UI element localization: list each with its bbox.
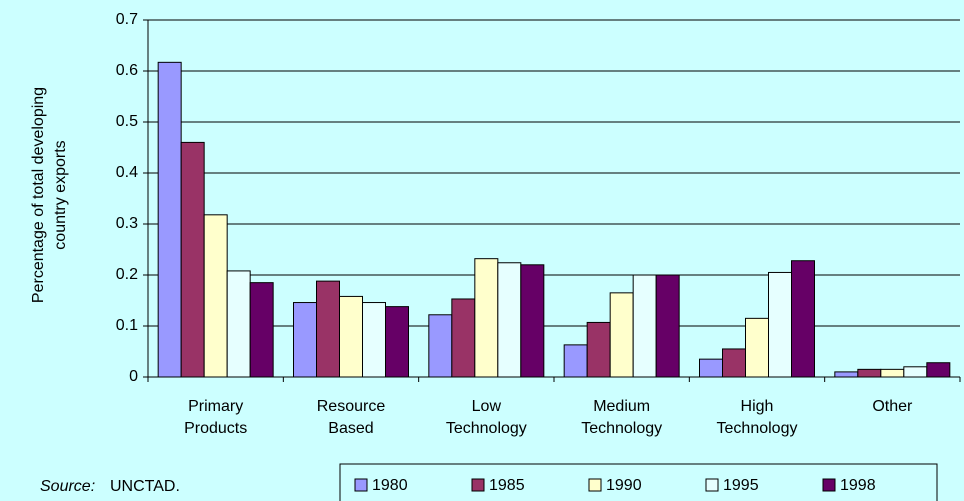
bar (699, 358, 723, 378)
bar (474, 258, 499, 378)
legend-label: 1990 (606, 477, 642, 494)
x-tick-label: Other (872, 398, 913, 415)
bar (451, 298, 476, 378)
legend-label: 1985 (489, 477, 525, 494)
legend-label: 1998 (840, 477, 876, 494)
bar (497, 262, 522, 378)
bar (655, 274, 680, 378)
bar (903, 366, 928, 378)
bar (520, 264, 545, 378)
legend-swatch (822, 478, 836, 492)
y-tick-label: 0.3 (116, 215, 138, 232)
y-tick-label: 0.2 (116, 266, 138, 283)
bar (157, 61, 182, 378)
bar (834, 371, 859, 378)
bar (362, 302, 386, 378)
x-tick-label: Resource Based (316, 398, 386, 437)
x-tick-label: Low Technology (445, 398, 527, 437)
legend-swatch (354, 478, 368, 492)
bar (722, 348, 746, 378)
bar (339, 295, 363, 378)
bar (428, 314, 453, 378)
x-tick-label: Medium Technology (581, 398, 663, 437)
bar (745, 317, 769, 378)
bar (791, 260, 815, 378)
bar (293, 302, 317, 378)
bar (768, 271, 792, 378)
source: UNCTAD. (110, 478, 180, 495)
y-tick-label: 0.6 (116, 62, 138, 79)
legend-swatch (705, 478, 719, 492)
bar (632, 274, 657, 378)
source-label: Source: (40, 478, 96, 495)
bar (385, 306, 409, 378)
bar (857, 368, 882, 378)
legend-label: 1980 (372, 477, 408, 494)
x-tick-label: High Technology (716, 398, 798, 437)
y-tick-label: 0.1 (116, 317, 138, 334)
y-tick-label: 0.7 (116, 11, 138, 28)
y-tick-label: 0.4 (116, 164, 138, 181)
bar (563, 344, 588, 378)
bar (180, 141, 205, 378)
bar (609, 292, 634, 378)
y-tick-label: 0.5 (116, 113, 138, 130)
bar (316, 280, 340, 378)
legend-swatch (588, 478, 602, 492)
bar (249, 282, 274, 378)
y-axis-label: Percentage of total developing country e… (30, 86, 69, 304)
y-tick-label: 0 (129, 368, 138, 385)
bar (203, 214, 228, 378)
x-tick-label: Primary Products (184, 398, 248, 437)
bar (880, 368, 905, 378)
legend-label: 1995 (723, 477, 759, 494)
bar (926, 362, 951, 378)
bar (226, 270, 251, 378)
legend-swatch (471, 478, 485, 492)
bar (586, 321, 611, 378)
legend-box (339, 463, 938, 501)
